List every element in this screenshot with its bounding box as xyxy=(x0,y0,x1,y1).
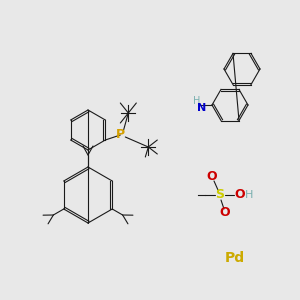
Text: Pd: Pd xyxy=(225,251,245,265)
Text: N: N xyxy=(197,103,207,113)
Text: O: O xyxy=(207,170,217,184)
Text: P: P xyxy=(116,128,125,142)
Text: H: H xyxy=(245,190,253,200)
Text: S: S xyxy=(215,188,224,202)
Text: O: O xyxy=(220,206,230,220)
Text: H: H xyxy=(193,96,201,106)
Text: O: O xyxy=(235,188,245,202)
